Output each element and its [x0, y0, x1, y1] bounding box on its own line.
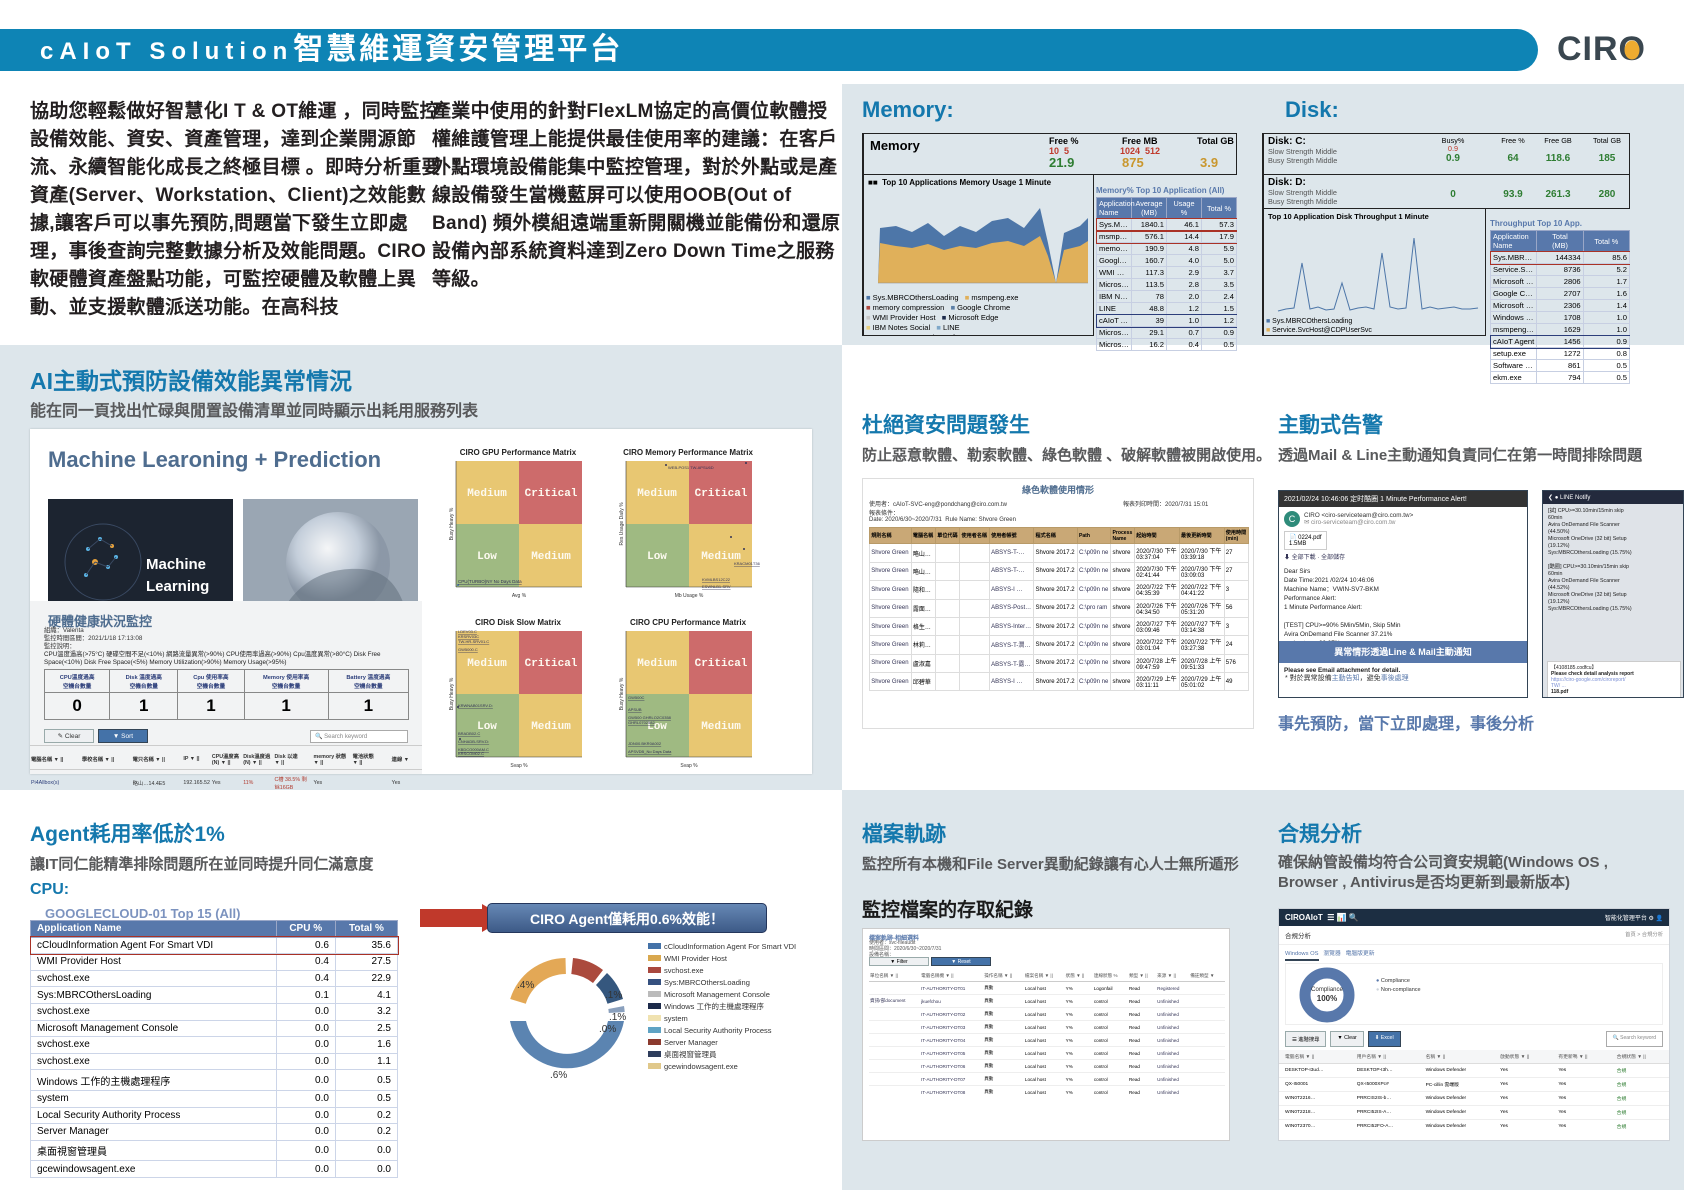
svg-text:CIRO GPU Performance Matrix: CIRO GPU Performance Matrix: [460, 448, 577, 457]
svg-text:Critical: Critical: [695, 488, 748, 500]
svg-text:Medium: Medium: [701, 721, 741, 733]
svg-text:APSUB: APSUB: [628, 707, 642, 712]
svg-text:100%: 100%: [1317, 994, 1337, 1003]
svg-text:WEB-POS1 TW-APSU6D: WEB-POS1 TW-APSU6D: [668, 465, 714, 470]
svg-text:Learning: Learning: [146, 578, 209, 595]
svg-text:.4%: .4%: [517, 980, 534, 991]
svg-text:KRACM01T36: KRACM01T36: [734, 561, 761, 566]
svg-text:CPU(TURBO)NY No Days Data: CPU(TURBO)NY No Days Data: [458, 579, 522, 584]
svg-text:Critical: Critical: [525, 488, 578, 500]
svg-text:GHRL0702582: GHRL0702582: [628, 720, 655, 725]
svg-text:Busy Heavy %: Busy Heavy %: [619, 677, 625, 710]
svg-text:BRADB02.C: BRADB02.C: [458, 731, 480, 736]
svg-text:Medium: Medium: [531, 551, 571, 563]
svg-text:KRWNAB01SRV.D:: KRWNAB01SRV.D:: [458, 703, 493, 708]
svg-text:KVMLBS12C22: KVMLBS12C22: [702, 577, 731, 582]
svg-text:Machine: Machine: [146, 556, 206, 573]
svg-text:Medium: Medium: [467, 658, 507, 670]
svg-text:CIRO Disk Slow Matrix: CIRO Disk Slow Matrix: [475, 618, 561, 627]
svg-text:KRSCOM02.C: KRSCOM02.C: [458, 751, 484, 756]
svg-text:Critical: Critical: [695, 658, 748, 670]
svg-text:Critical: Critical: [525, 658, 578, 670]
svg-text:Medium: Medium: [467, 488, 507, 500]
svg-text:Res Usage Daily %: Res Usage Daily %: [619, 502, 625, 546]
svg-text:JDN00.BKR0A002: JDN00.BKR0A002: [628, 741, 662, 746]
svg-text:Low: Low: [647, 551, 667, 563]
svg-text:CNHADB-SRV.D:: CNHADB-SRV.D:: [458, 739, 489, 744]
svg-text:Mb Usage %: Mb Usage %: [675, 593, 704, 599]
svg-text:GW5000.C: GW5000.C: [458, 647, 478, 652]
svg-text:Svap %: Svap %: [680, 763, 698, 769]
svg-text:.1%: .1%: [605, 990, 622, 1001]
svg-text:Busy Heavy %: Busy Heavy %: [449, 507, 455, 540]
svg-text:Low: Low: [477, 551, 497, 563]
svg-text:APSVDB_No Days Data: APSVDB_No Days Data: [628, 749, 672, 754]
svg-text:Avg %: Avg %: [512, 593, 527, 599]
svg-text:Medium: Medium: [637, 658, 677, 670]
svg-text:Medium: Medium: [531, 721, 571, 733]
svg-text:Compliance: Compliance: [1311, 987, 1343, 993]
svg-text:GW500C: GW500C: [628, 695, 645, 700]
svg-text:.6%: .6%: [550, 1070, 567, 1081]
svg-text:CIRO CPU Performance Matrix: CIRO CPU Performance Matrix: [630, 618, 747, 627]
svg-text:Medium: Medium: [637, 488, 677, 500]
svg-text:.0%: .0%: [599, 1024, 616, 1035]
svg-text:CIRO Memory Performance Matrix: CIRO Memory Performance Matrix: [623, 448, 753, 457]
svg-text:.1%: .1%: [609, 1012, 626, 1023]
svg-text:Svap %: Svap %: [510, 763, 528, 769]
svg-text:Busy Heavy %: Busy Heavy %: [449, 677, 455, 710]
svg-text:ESWNLB1-SRV: ESWNLB1-SRV: [702, 584, 731, 589]
